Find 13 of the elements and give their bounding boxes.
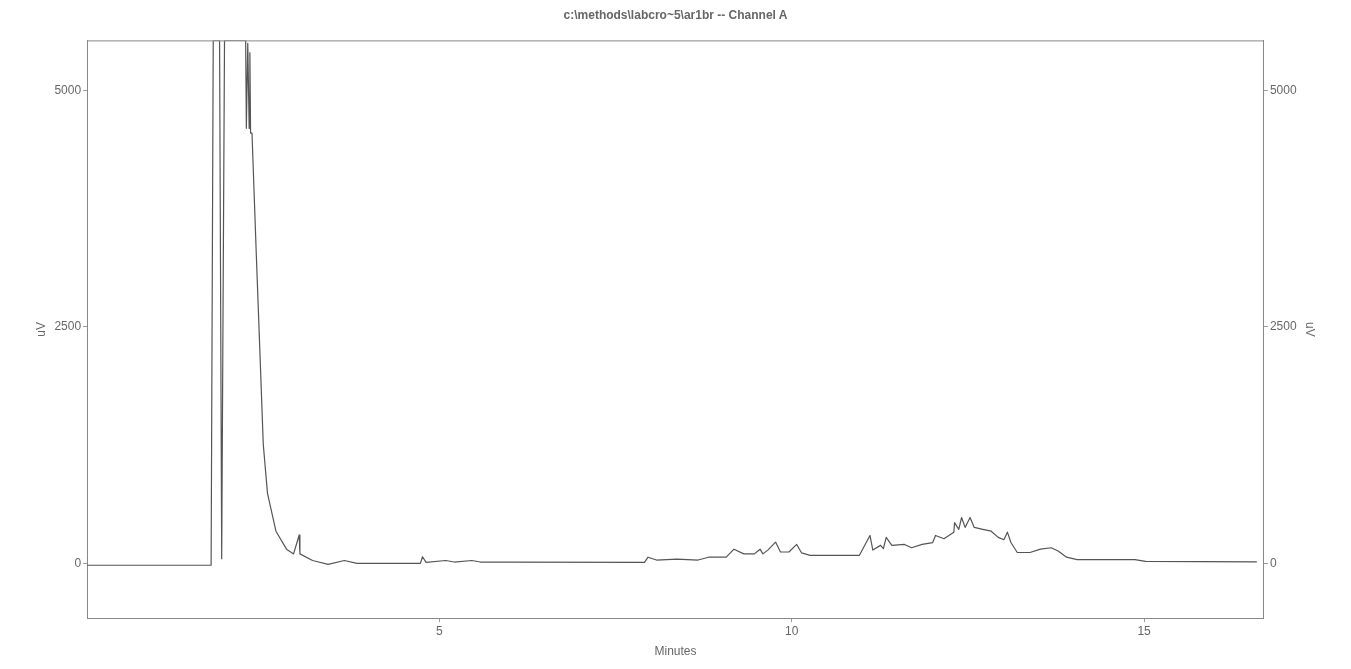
x-tick-label: 10 [785,623,799,638]
y2-tick-label: 2500 [1269,319,1297,334]
y-tick-label: 2500 [54,319,82,334]
y2-tick-label: 0 [1269,555,1277,570]
y-tick-label: 0 [74,555,82,570]
y-tick-label: 5000 [54,82,82,97]
y2-tick-label: 5000 [1269,82,1297,97]
y2-axis-title: uV [1303,321,1318,337]
chart-title: c:\methods\labcro~5\ar1br -- Channel A [563,7,788,22]
x-axis-title: Minutes [654,644,697,659]
x-tick-label: 15 [1137,623,1152,638]
x-tick-label: 5 [436,623,444,638]
y-axis-title: uV [33,321,48,337]
